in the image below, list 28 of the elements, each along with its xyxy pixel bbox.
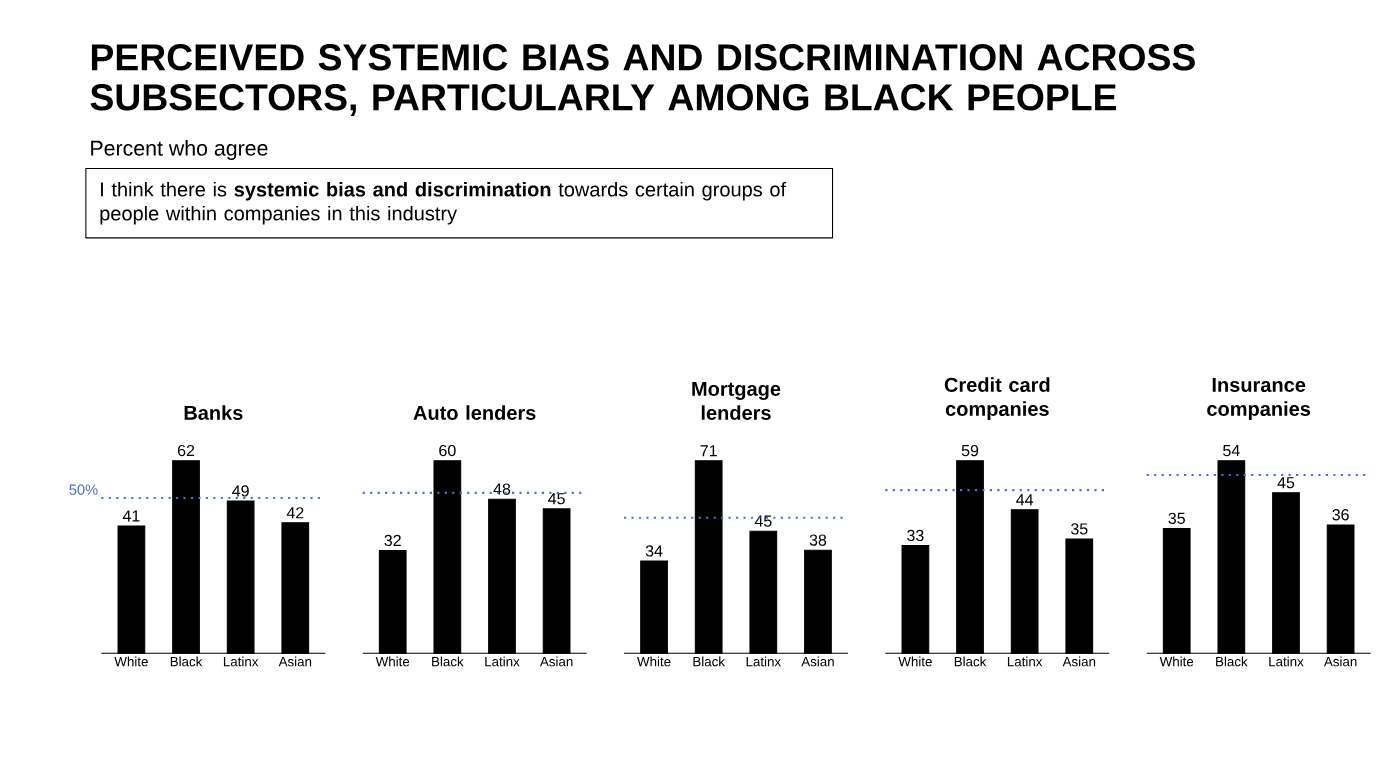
data-label: 42 xyxy=(286,507,304,519)
chart-title: Mortgage lenders xyxy=(692,381,781,420)
text: Percent who agree xyxy=(91,140,268,160)
chart-title: Banks xyxy=(184,405,243,420)
data-label: 60 xyxy=(439,444,456,457)
data-label: 45 xyxy=(754,515,772,527)
chart-title: Auto lenders xyxy=(413,405,536,420)
data-label: 62 xyxy=(177,444,195,457)
data-label: 59 xyxy=(961,444,979,457)
chart-title: Credit card companies xyxy=(944,377,1050,420)
text: I think there is systemic bias and discrimination towards certain groups of people within companies in this industry xyxy=(100,181,787,225)
data-label: 71 xyxy=(700,445,717,457)
data-label: 35 xyxy=(1071,523,1088,535)
text: PERCEIVED SYSTEMIC BIAS AND DISCRIMINATION ACROSS SUBSECTORS, PARTICULARLY AMONG BLACK PEOPLE xyxy=(90,44,1195,116)
data-label: 49 xyxy=(232,485,249,497)
data-label: 45 xyxy=(1277,477,1295,489)
data-label: 44 xyxy=(1016,494,1034,506)
data-label: 36 xyxy=(1332,509,1349,521)
data-label: 45 xyxy=(548,493,565,505)
data-label: 32 xyxy=(384,534,401,547)
data-label: 35 xyxy=(1168,512,1185,524)
data-label: 34 xyxy=(645,545,663,557)
chart-title: Insurance companies xyxy=(1207,378,1311,420)
data-label: 54 xyxy=(1223,445,1240,457)
data-label: 41 xyxy=(122,510,140,522)
data-label: 38 xyxy=(809,534,827,546)
data-label: 33 xyxy=(907,529,924,542)
data-label: 48 xyxy=(493,483,511,495)
